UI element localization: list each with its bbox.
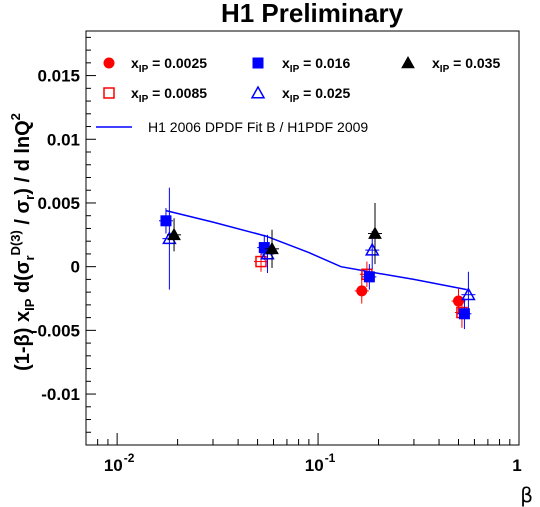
legend: xIP = 0.0025 xIP = 0.0085 xIP = 0.016 xIP =… <box>96 55 500 135</box>
fit-line <box>165 209 467 291</box>
data-point <box>368 226 382 239</box>
y-tick-label: 0.005 <box>37 194 80 213</box>
legend-label: xIP = 0.016 <box>282 55 350 75</box>
legend-fit-label: H1 2006 DPDF Fit B / H1PDF 2009 <box>148 119 368 135</box>
data-point <box>265 241 279 255</box>
y-axis-label: (1-β) xIP d(σrD(3) / σr) / d lnQ2 <box>8 113 37 371</box>
chart-title: H1 Preliminary <box>221 0 404 28</box>
data-point <box>255 255 267 268</box>
series-2 <box>158 208 472 330</box>
legend-label: xIP = 0.0085 <box>131 85 207 105</box>
legend-item-4: xIP = 0.035 <box>401 55 500 75</box>
legend-label: xIP = 0.025 <box>282 85 350 105</box>
y-tick-label: -0.005 <box>32 321 80 340</box>
legend-item-3: xIP = 0.025 <box>250 85 350 105</box>
legend-marker <box>401 55 415 69</box>
y-tick-label: 0.015 <box>37 67 80 86</box>
plot-frame <box>85 30 520 446</box>
data-point <box>363 271 375 283</box>
data-point <box>356 285 368 297</box>
series-4 <box>167 202 382 268</box>
legend-item-1: xIP = 0.0085 <box>103 85 207 105</box>
series-3 <box>162 187 476 318</box>
legend-item-0: xIP = 0.0025 <box>103 55 207 75</box>
data-point <box>160 215 172 227</box>
legend-marker <box>103 57 115 69</box>
data-point <box>458 308 470 320</box>
x-axis-label: β <box>520 483 533 507</box>
x-axis: 10-2 10-1 1 <box>85 433 522 475</box>
legend-item-fit: H1 2006 DPDF Fit B / H1PDF 2009 <box>96 119 368 135</box>
legend-marker <box>250 85 266 99</box>
x-tick-label: 10-2 <box>104 451 135 475</box>
y-axis: 0.015 0.01 0.005 0 -0.005 -0.01 <box>32 36 96 446</box>
legend-marker <box>103 87 115 99</box>
legend-label: xIP = 0.035 <box>432 55 500 75</box>
legend-marker <box>252 57 264 69</box>
legend-label: xIP = 0.0025 <box>131 55 207 75</box>
series-0 <box>354 278 466 314</box>
y-tick-label: -0.01 <box>41 385 80 404</box>
y-tick-label: 0 <box>71 258 80 277</box>
x-tick-label: 10-1 <box>305 451 336 475</box>
y-tick-label: 0.01 <box>47 130 80 149</box>
data-point <box>461 287 476 301</box>
x-tick-label: 1 <box>512 456 521 475</box>
data-point <box>453 295 465 307</box>
data-points <box>158 187 476 330</box>
data-point <box>167 227 181 241</box>
legend-item-2: xIP = 0.016 <box>252 55 350 75</box>
